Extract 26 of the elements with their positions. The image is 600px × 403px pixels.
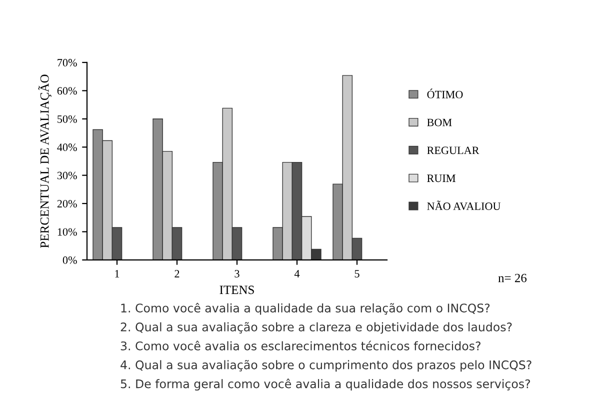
y-tick-label: 70% (58, 58, 77, 66)
y-tick-label: 30% (57, 172, 77, 180)
x-axis-title: ITENS (220, 286, 254, 294)
legend-label: ÓTIMO (427, 88, 463, 98)
y-tick-label: 0% (62, 256, 77, 264)
legend-label: NÃO AVALIOU (427, 200, 501, 210)
text: 1. Como você avalia a qualidade da sua relação com o INCQS? (121, 302, 490, 315)
text: 5. De forma geral como você avalia a qualidade dos nossos serviços? (120, 378, 530, 391)
text: 3. Como você avalia os esclarecimentos técnicos fornecidos? (120, 340, 480, 350)
y-axis-title: PERCENTUAL DE AVALIAÇÃO (38, 74, 52, 248)
x-tick-label: 4 (294, 270, 300, 278)
text: n= 26 (498, 274, 527, 282)
legend-label: RUIM (427, 174, 456, 182)
y-tick-label: 20% (57, 200, 77, 208)
x-tick-label: 2 (174, 270, 180, 278)
y-tick-label: 60% (57, 87, 77, 95)
text: 2. Qual a sua avaliação sobre a clareza e objetividade dos laudos? (120, 322, 512, 334)
text: 4. Qual a sua avaliação sobre o cumprimento dos prazos pelo INCQS? (120, 360, 532, 372)
x-tick-label: 1 (115, 270, 120, 278)
legend-label: REGULAR (427, 146, 480, 154)
y-tick-label: 10% (58, 228, 77, 236)
y-tick-label: 40% (57, 144, 77, 152)
legend-label: BOM (427, 118, 452, 126)
y-tick-label: 50% (58, 115, 77, 123)
x-tick-label: 3 (234, 270, 240, 278)
x-tick-label: 5 (354, 270, 360, 278)
